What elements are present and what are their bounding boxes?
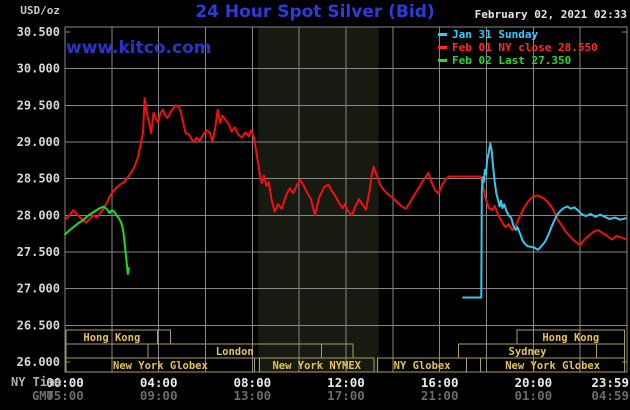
x-label-ny: 00:00 — [46, 375, 84, 390]
session-box-new-york-globex — [65, 357, 256, 373]
x-label-ny: 12:00 — [327, 375, 365, 390]
legend-item-label: Feb 02 Last 27.350 — [452, 54, 572, 67]
x-label-gmt: 04:59 — [591, 388, 629, 403]
x-label-ny: 04:00 — [140, 375, 178, 390]
y-axis-label: 30.500 — [17, 25, 60, 39]
datetime-stamp: February 02, 2021 02:33 — [474, 8, 627, 21]
x-label-gmt: 09:00 — [140, 388, 178, 403]
price-line-feb-01-ny-close-28-550 — [64, 97, 628, 247]
x-label-gmt: 01:00 — [515, 388, 553, 403]
session-label: Hong Kong — [542, 332, 599, 344]
x-label-gmt: 05:00 — [46, 388, 84, 403]
y-axis-label: 26.000 — [17, 355, 60, 369]
session-label: Hong Kong — [83, 332, 140, 344]
x-axis-caption-gmt: GMT — [32, 389, 54, 403]
session-box — [65, 343, 149, 359]
kitco-watermark: www.kitco.com — [66, 38, 212, 58]
session-box-new-york-nymex — [258, 357, 375, 373]
chart-title: 24 Hour Spot Silver (Bid) — [195, 2, 435, 22]
legend-dash-icon — [438, 46, 447, 49]
x-label-gmt: 13:00 — [234, 388, 272, 403]
session-label: New York Globex — [505, 360, 601, 372]
session-box — [156, 329, 171, 345]
legend-item-label: Jan 31 Sunday — [452, 28, 539, 41]
x-label-gmt: 21:00 — [421, 388, 459, 403]
y-axis-label: 28.500 — [17, 172, 60, 186]
session-label: London — [216, 346, 254, 358]
legend-item-2: Feb 02 Last 27.350 — [438, 54, 598, 67]
y-axis-label: 29.000 — [17, 135, 60, 149]
legend: Jan 31 Sunday Feb 01 NY close 28.550 Feb 0… — [438, 28, 598, 67]
session-label: New York NYMEX — [272, 360, 361, 372]
session-label: New York Globex — [113, 360, 209, 372]
legend-item-0: Jan 31 Sunday — [438, 28, 598, 41]
x-label-gmt: 17:00 — [327, 388, 365, 403]
y-axis-label: 27.000 — [17, 282, 60, 296]
session-box-new-york-globex — [480, 357, 626, 373]
x-label-ny: 16:00 — [421, 375, 459, 390]
y-axis-label: 30.000 — [17, 62, 60, 76]
session-box — [596, 343, 626, 359]
x-label-ny: 20:00 — [515, 375, 553, 390]
x-axis-caption-ny-time: NY Time — [11, 375, 62, 389]
y-axis-label: 26.500 — [17, 318, 60, 332]
session-label: Sydney — [509, 346, 548, 358]
price-line-feb-02-last-27-350 — [64, 205, 130, 275]
y-axis-label: 27.500 — [17, 245, 60, 259]
legend-item-1: Feb 01 NY close 28.550 — [438, 41, 598, 54]
legend-dash-icon — [438, 59, 447, 62]
y-axis-unit-label: USD/oz — [20, 4, 60, 17]
legend-dash-icon — [438, 33, 447, 36]
price-line-jan-31-sunday — [462, 142, 627, 299]
session-box-ny-globex — [377, 357, 468, 373]
y-axis-label: 29.500 — [17, 98, 60, 112]
legend-item-label: Feb 01 NY close 28.550 — [452, 41, 598, 54]
y-axis-label: 28.000 — [17, 208, 60, 222]
session-label: NY Globex — [394, 360, 452, 372]
x-label-ny: 08:00 — [234, 375, 272, 390]
x-label-ny: 23:59 — [591, 375, 629, 390]
